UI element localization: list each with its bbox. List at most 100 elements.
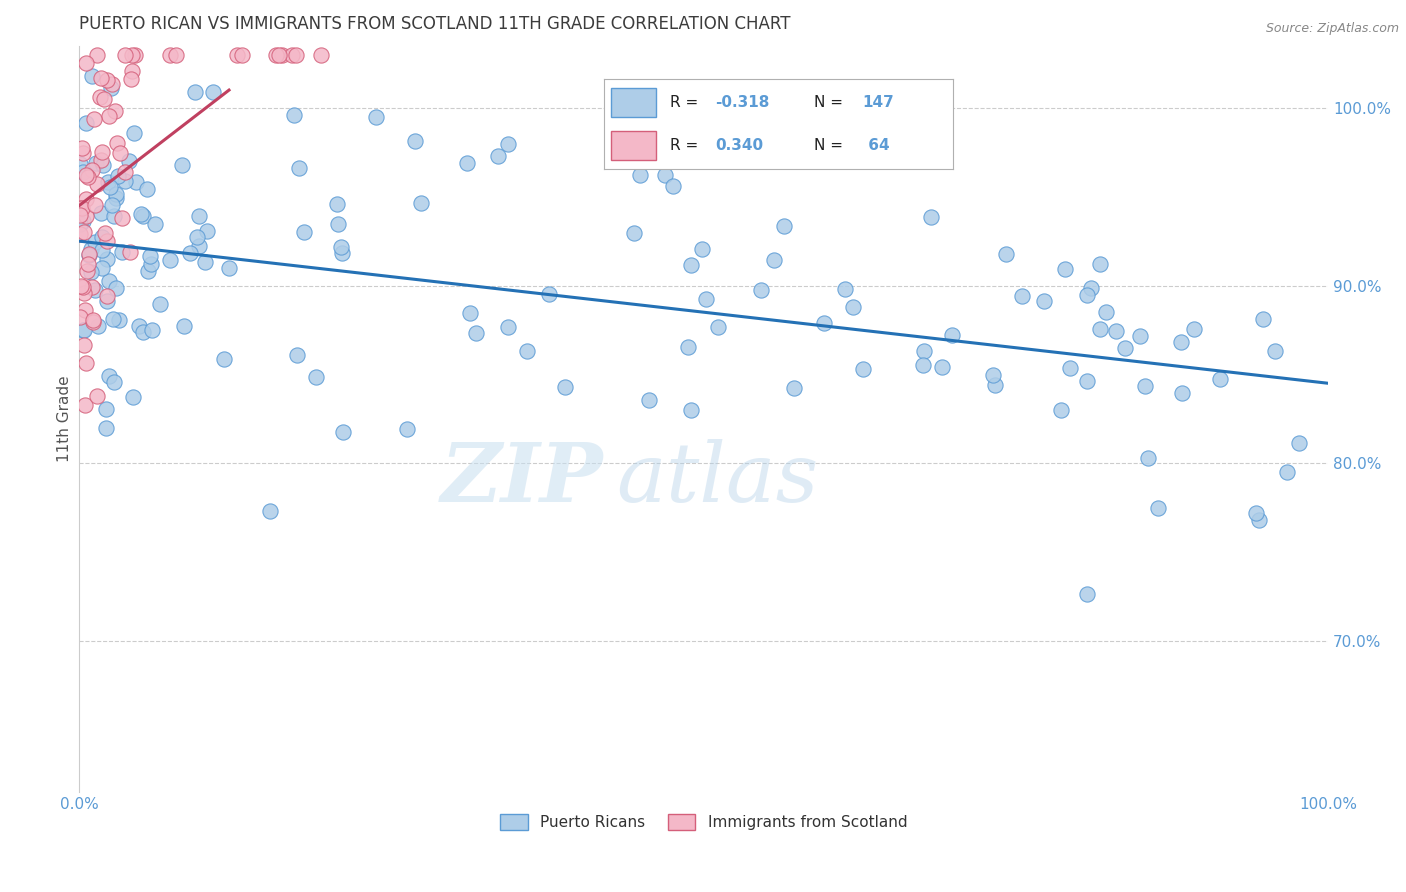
Point	[96, 234, 118, 248]
Point	[125, 176, 148, 190]
Point	[332, 425, 354, 439]
Point	[695, 292, 717, 306]
Point	[70, 141, 93, 155]
Point	[90, 71, 112, 86]
Point	[409, 196, 432, 211]
Point	[1105, 324, 1128, 338]
Point	[1170, 334, 1192, 349]
Point	[90, 145, 112, 160]
Point	[76, 263, 98, 277]
Point	[912, 343, 935, 358]
Point	[159, 252, 181, 267]
Point	[1076, 587, 1098, 601]
Point	[984, 378, 1007, 392]
Point	[458, 306, 481, 320]
Point	[93, 226, 115, 240]
Point	[751, 283, 773, 297]
Point	[1184, 322, 1206, 336]
Point	[73, 322, 96, 336]
Point	[1059, 361, 1081, 376]
Point	[84, 198, 107, 212]
Point	[159, 47, 181, 62]
Point	[75, 209, 97, 223]
Point	[1053, 262, 1076, 277]
Point	[97, 109, 120, 123]
Point	[326, 217, 349, 231]
Point	[538, 287, 561, 301]
Y-axis label: 11th Grade: 11th Grade	[58, 376, 72, 462]
Point	[132, 325, 155, 339]
Point	[91, 158, 114, 172]
Point	[1171, 386, 1194, 401]
Point	[72, 280, 94, 294]
Point	[183, 85, 205, 99]
Point	[186, 230, 208, 244]
Point	[143, 217, 166, 231]
Point	[464, 326, 486, 341]
Point	[103, 375, 125, 389]
Point	[114, 164, 136, 178]
Point	[638, 393, 661, 408]
Point	[89, 90, 111, 104]
Point	[404, 134, 426, 148]
Point	[1209, 372, 1232, 386]
Point	[121, 47, 143, 62]
Point	[83, 283, 105, 297]
Point	[284, 47, 307, 62]
Point	[679, 403, 702, 417]
Point	[1275, 465, 1298, 479]
Point	[72, 164, 94, 178]
Point	[139, 249, 162, 263]
Point	[1288, 436, 1310, 450]
Point	[77, 247, 100, 261]
Point	[80, 162, 103, 177]
Point	[83, 112, 105, 127]
Point	[188, 239, 211, 253]
Point	[1076, 287, 1098, 301]
Point	[110, 245, 132, 260]
Point	[1249, 513, 1271, 527]
Point	[121, 390, 143, 404]
Point	[912, 358, 935, 372]
Point	[1011, 289, 1033, 303]
Point	[124, 126, 146, 140]
Point	[96, 288, 118, 302]
Point	[96, 73, 118, 87]
Point	[690, 242, 713, 256]
Point	[170, 158, 193, 172]
Point	[86, 177, 108, 191]
Point	[813, 316, 835, 330]
Point	[920, 210, 942, 224]
Point	[69, 157, 91, 171]
Point	[305, 370, 328, 384]
Point	[1114, 341, 1136, 355]
Point	[77, 257, 100, 271]
Point	[72, 214, 94, 228]
Point	[105, 136, 128, 150]
Point	[218, 261, 240, 276]
Point	[662, 179, 685, 194]
Point	[128, 318, 150, 333]
Point	[149, 297, 172, 311]
Point	[129, 207, 152, 221]
Point	[91, 229, 114, 244]
Point	[114, 47, 136, 62]
Point	[707, 320, 730, 334]
Point	[69, 217, 91, 231]
Point	[73, 398, 96, 412]
Point	[98, 274, 121, 288]
Point	[496, 319, 519, 334]
Point	[141, 257, 163, 271]
Point	[77, 248, 100, 262]
Point	[269, 47, 291, 62]
Point	[852, 362, 875, 376]
Point	[118, 244, 141, 259]
Point	[77, 170, 100, 185]
Point	[72, 146, 94, 161]
Point	[1133, 379, 1156, 393]
Point	[1251, 311, 1274, 326]
Point	[124, 47, 146, 62]
Point	[271, 47, 294, 62]
Point	[86, 389, 108, 403]
Point	[94, 421, 117, 435]
